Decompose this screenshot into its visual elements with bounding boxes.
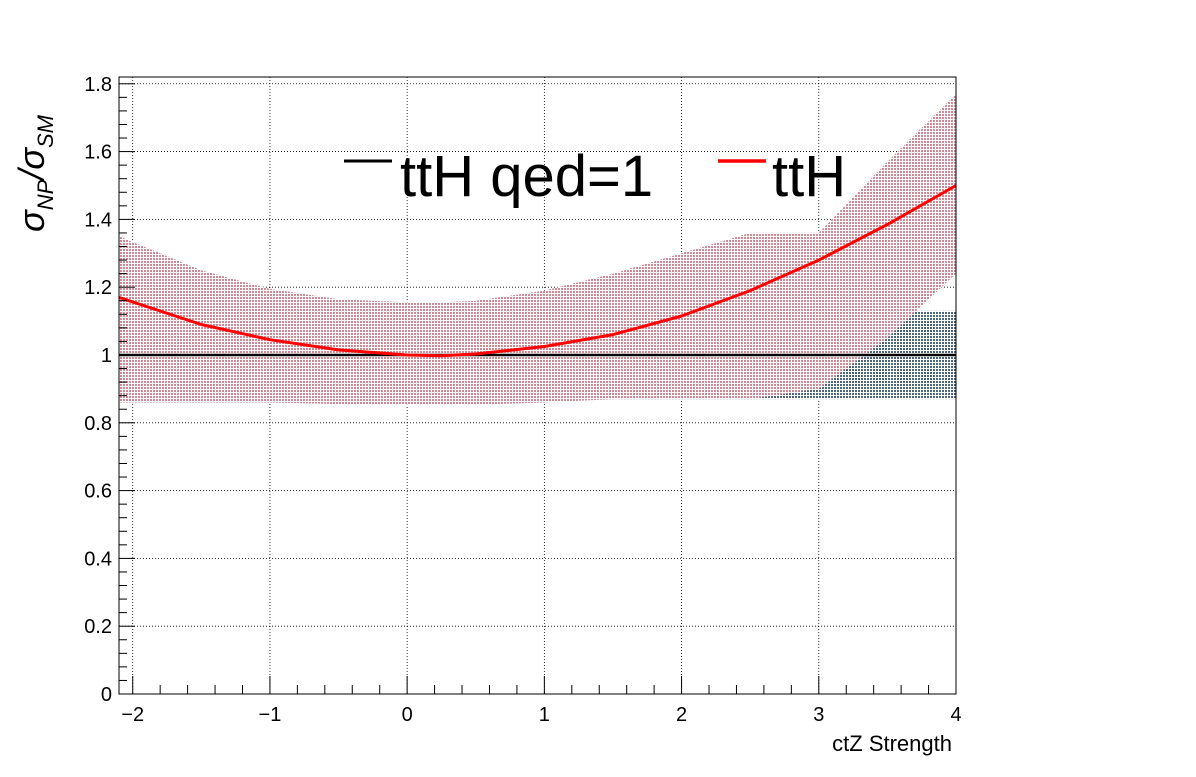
band-series-1 [119, 94, 956, 405]
line-series-1 [118, 184, 957, 358]
y-tick-label-8: 1.6 [84, 142, 112, 164]
y-axis-label: σNP/σSM [11, 114, 58, 232]
tick-labels: −2 −1 0 1 2 3 4 0 0.2 0.4 0.6 0.8 1 1.2 1.4 1.6 1.8 [84, 74, 961, 726]
x-tick-label-4: 2 [676, 704, 687, 726]
y-tick-label-1: 0.2 [84, 616, 112, 638]
axis-ticks [119, 83, 957, 695]
legend: ttH qed=1 ttH [344, 144, 846, 209]
x-tick-label-1: −1 [259, 704, 282, 726]
legend-label-ttH-qed1: ttH qed=1 [400, 144, 653, 209]
plot-border [118, 76, 957, 695]
x-tick-label-3: 1 [539, 704, 550, 726]
x-tick-label-6: 4 [950, 704, 961, 726]
series-lines [118, 184, 957, 358]
x-tick-label-2: 0 [402, 704, 413, 726]
y-axis-label-sm: SM [33, 114, 58, 148]
y-tick-label-0: 0 [101, 684, 112, 706]
y-tick-label-6: 1.2 [84, 277, 112, 299]
svg-text:σNP/σSM: σNP/σSM [11, 114, 58, 232]
y-tick-label-3: 0.6 [84, 481, 112, 503]
y-axis-label-slash-sigma: /σ [11, 147, 52, 183]
legend-label-ttH: ttH [772, 144, 846, 209]
x-tick-label-5: 3 [813, 704, 824, 726]
y-tick-label-2: 0.4 [84, 548, 112, 570]
y-axis-label-np: NP [33, 179, 58, 210]
y-tick-label-7: 1.4 [84, 209, 112, 231]
plot-frame [118, 76, 957, 695]
y-tick-label-5: 1 [101, 345, 112, 367]
y-axis-label-sigma: σ [11, 209, 52, 232]
x-axis-label: ctZ Strength [832, 731, 952, 756]
y-tick-label-9: 1.8 [84, 74, 112, 96]
x-tick-label-0: −2 [121, 704, 144, 726]
y-tick-label-4: 0.8 [84, 413, 112, 435]
uncertainty-bands [119, 94, 956, 405]
